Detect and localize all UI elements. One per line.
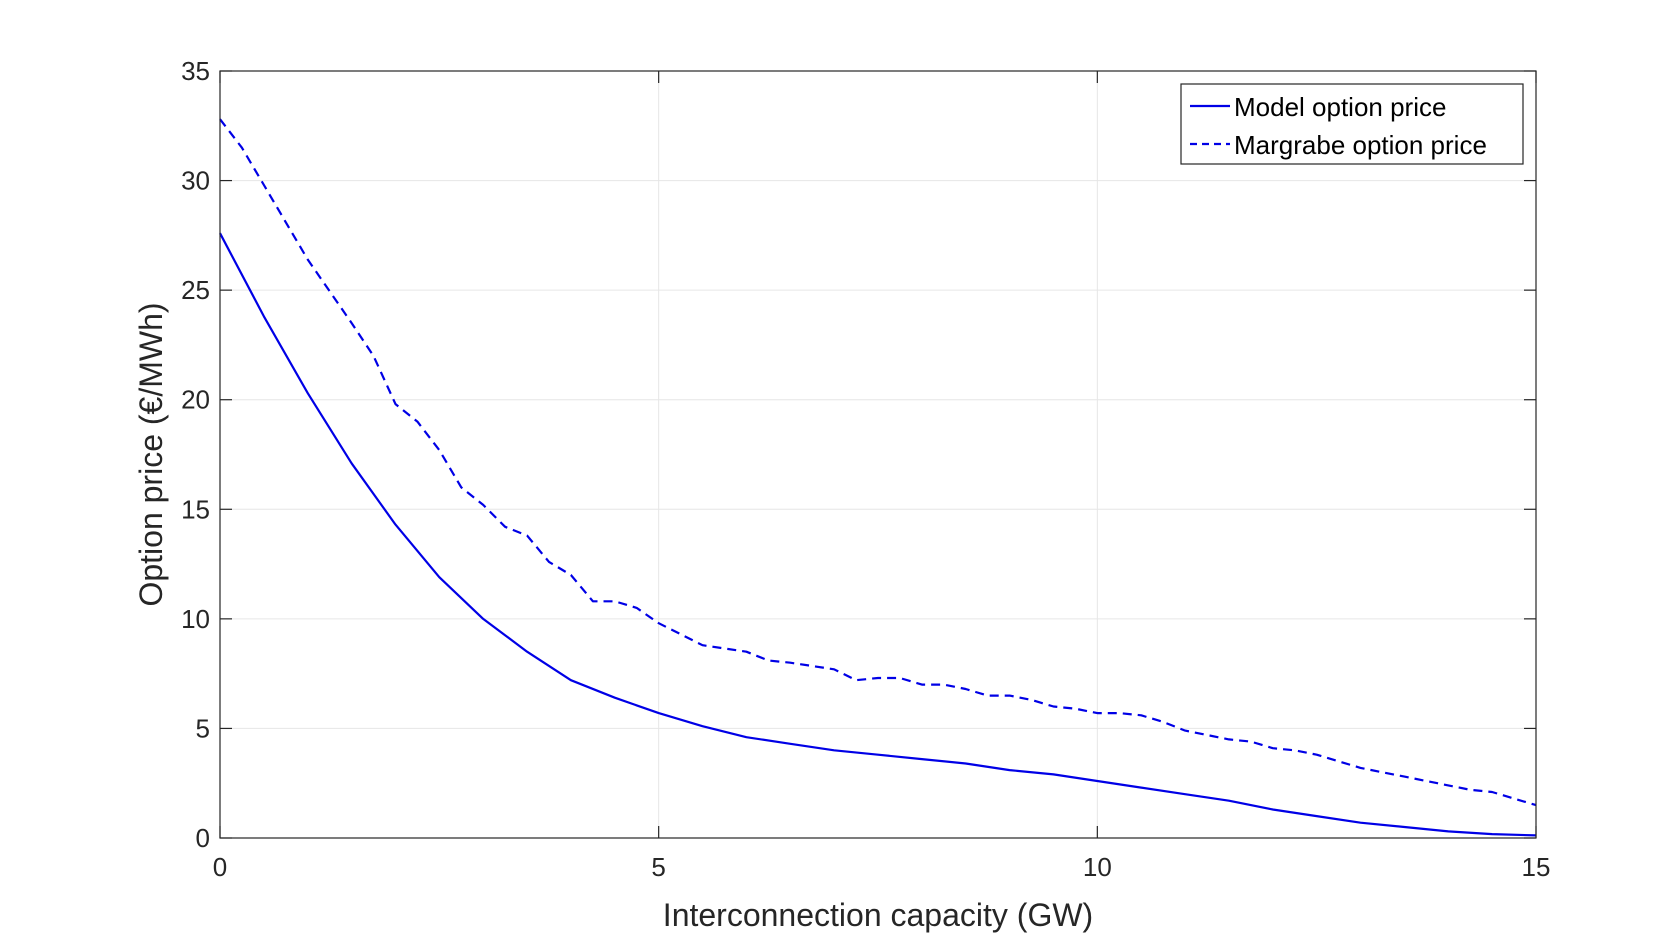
grid (219, 70, 1537, 839)
x-tick-label: 5 (651, 852, 665, 882)
x-tick-label: 15 (1522, 852, 1551, 882)
y-tick-label: 35 (181, 56, 210, 86)
y-tick-label: 10 (181, 604, 210, 634)
x-tick-label: 10 (1083, 852, 1112, 882)
x-axis-label: Interconnection capacity (GW) (663, 897, 1093, 933)
legend-label-model: Model option price (1234, 92, 1446, 122)
y-tick-label: 25 (181, 275, 210, 305)
series-line-margrabe (219, 118, 1537, 807)
axes (219, 70, 1537, 839)
y-axis-label: Option price (€/MWh) (133, 302, 169, 606)
y-tick-label: 30 (181, 166, 210, 196)
series-layer (219, 118, 1537, 837)
y-tick-label: 20 (181, 385, 210, 415)
y-tick-label: 0 (196, 823, 210, 853)
legend: Model option price Margrabe option price (1180, 83, 1524, 165)
series-line-model (219, 232, 1537, 837)
y-tick-label: 5 (196, 713, 210, 743)
y-tick-label: 15 (181, 494, 210, 524)
plot-frame (219, 70, 1537, 839)
x-tick-label: 0 (213, 852, 227, 882)
ticks: 0 5 10 15 0 5 10 15 20 25 30 35 (181, 56, 1550, 882)
legend-label-margrabe: Margrabe option price (1234, 130, 1487, 160)
legend-box (1180, 83, 1524, 165)
